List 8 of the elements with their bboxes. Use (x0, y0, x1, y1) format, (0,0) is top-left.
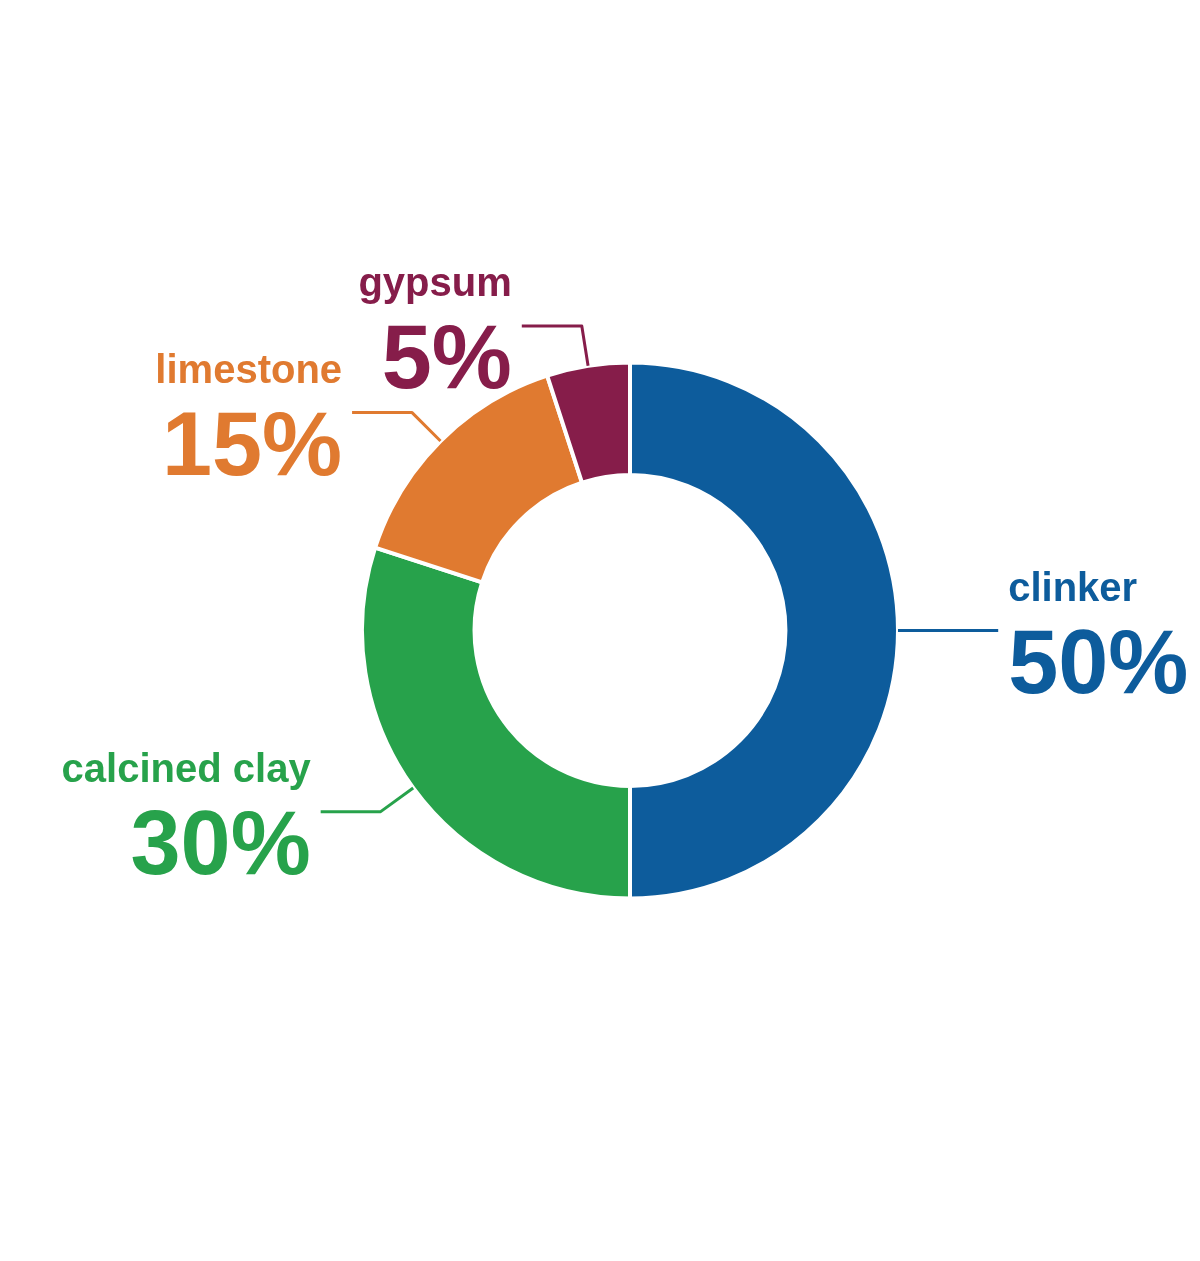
slice-label: gypsum (358, 260, 512, 305)
slice-label: limestone (155, 346, 343, 391)
data-label: 15% (161, 393, 343, 494)
data-label: 30% (130, 792, 311, 893)
data-label: 5% (381, 307, 512, 408)
data-label: 50% (1008, 611, 1189, 712)
slice-label: calcined clay (61, 745, 312, 790)
slice-label: clinker (1008, 564, 1138, 609)
